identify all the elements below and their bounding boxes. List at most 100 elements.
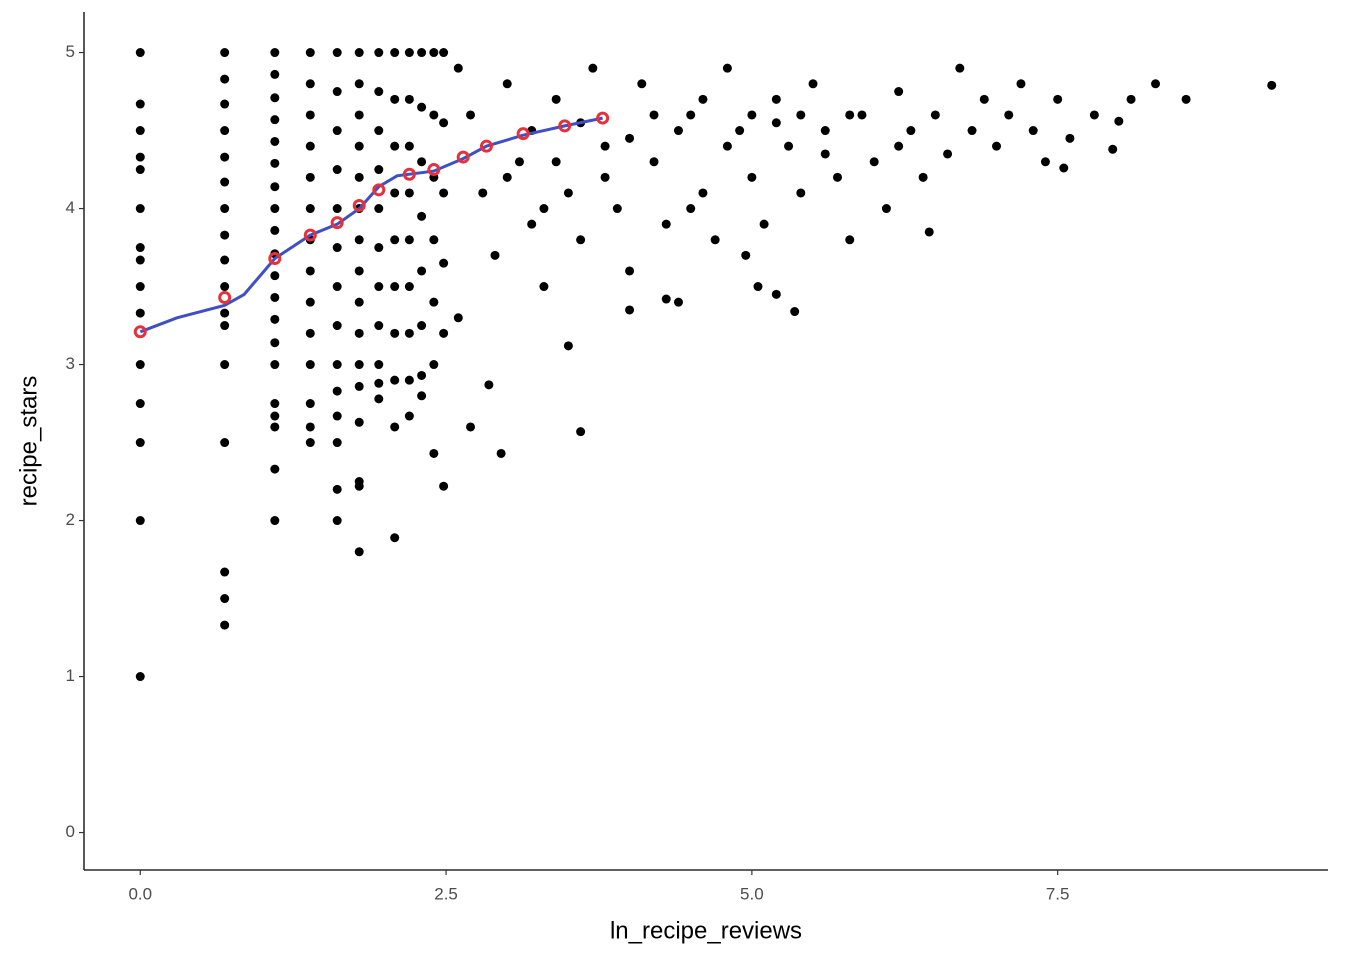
point — [220, 152, 230, 162]
point — [220, 282, 230, 292]
point — [1065, 133, 1075, 143]
point — [354, 110, 364, 120]
point — [305, 360, 315, 370]
point — [332, 360, 342, 370]
point — [354, 79, 364, 89]
point — [305, 204, 315, 214]
point — [270, 360, 280, 370]
point — [220, 567, 230, 577]
mean-point — [596, 111, 610, 125]
y-tick-label: 1 — [66, 666, 75, 685]
point — [429, 448, 439, 458]
point — [1108, 144, 1118, 154]
point — [374, 204, 384, 214]
point — [747, 172, 757, 182]
point — [1016, 79, 1026, 89]
point — [698, 188, 708, 198]
point — [270, 516, 280, 526]
point — [502, 172, 512, 182]
point — [417, 102, 427, 112]
point — [600, 141, 610, 151]
mean-point — [516, 127, 530, 141]
point — [135, 308, 145, 318]
point — [1028, 126, 1038, 136]
y-tick-label: 0 — [66, 822, 75, 841]
point — [270, 464, 280, 474]
point — [439, 481, 449, 491]
point — [439, 48, 449, 58]
point — [390, 375, 400, 385]
point — [771, 118, 781, 128]
point — [135, 672, 145, 682]
point — [484, 380, 494, 390]
point — [374, 87, 384, 97]
point — [270, 225, 280, 235]
point — [404, 94, 414, 104]
point — [270, 93, 280, 103]
x-axis-title: ln_recipe_reviews — [610, 917, 802, 944]
point — [417, 211, 427, 221]
point — [135, 165, 145, 175]
mean-point — [372, 183, 386, 197]
point — [305, 438, 315, 448]
point — [354, 381, 364, 391]
point — [332, 87, 342, 97]
point — [466, 422, 476, 432]
point — [625, 133, 635, 143]
point — [417, 321, 427, 331]
point — [390, 48, 400, 58]
mean-point — [456, 150, 470, 164]
y-axis-title: recipe_stars — [15, 376, 42, 507]
point — [551, 157, 561, 167]
point — [332, 484, 342, 494]
point — [374, 165, 384, 175]
point — [354, 141, 364, 151]
point — [270, 422, 280, 432]
point — [404, 411, 414, 421]
point — [305, 172, 315, 182]
point — [220, 177, 230, 187]
point — [332, 516, 342, 526]
point — [514, 157, 524, 167]
point — [270, 69, 280, 79]
point — [220, 321, 230, 331]
point — [332, 243, 342, 253]
point — [305, 399, 315, 409]
mean-point — [479, 139, 493, 153]
point — [857, 110, 867, 120]
point — [576, 427, 586, 437]
point — [612, 204, 622, 214]
point — [390, 533, 400, 543]
point — [496, 448, 506, 458]
point — [439, 258, 449, 268]
point — [753, 282, 763, 292]
point — [332, 48, 342, 58]
point — [417, 266, 427, 276]
point — [305, 48, 315, 58]
point — [771, 289, 781, 299]
point — [332, 204, 342, 214]
point — [135, 399, 145, 409]
point — [881, 204, 891, 214]
point — [354, 172, 364, 182]
point — [1004, 110, 1014, 120]
point — [710, 235, 720, 245]
point — [771, 94, 781, 104]
point — [305, 422, 315, 432]
point — [374, 321, 384, 331]
point — [220, 74, 230, 84]
point — [796, 110, 806, 120]
point — [967, 126, 977, 136]
point — [220, 99, 230, 109]
point — [220, 308, 230, 318]
point — [332, 165, 342, 175]
point — [686, 204, 696, 214]
point — [453, 63, 463, 73]
point — [220, 620, 230, 630]
point — [820, 149, 830, 159]
point — [1053, 94, 1063, 104]
point — [135, 516, 145, 526]
point — [220, 438, 230, 448]
